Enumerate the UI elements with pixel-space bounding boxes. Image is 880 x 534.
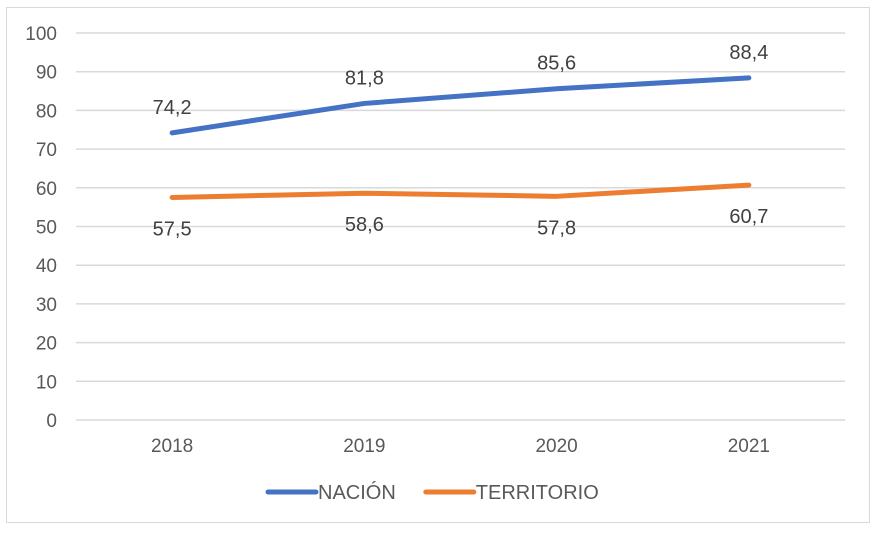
x-axis: 2018 2019 2020 2021	[151, 436, 770, 457]
legend: NACIÓN TERRITORIO	[265, 481, 599, 504]
y-tick-label: 90	[36, 63, 57, 84]
series-line-nación	[169, 75, 752, 136]
legend-label: NACIÓN	[318, 481, 396, 504]
y-tick-label: 50	[36, 218, 57, 239]
series-line-territorio	[169, 182, 752, 200]
data-label: 85,6	[537, 53, 576, 75]
data-label: 60,7	[729, 206, 768, 228]
data-label: 74,2	[153, 97, 192, 119]
y-tick-label: 0	[46, 411, 57, 432]
y-tick-label: 60	[36, 179, 57, 200]
y-tick-label: 20	[36, 334, 57, 355]
x-tick-label: 2020	[535, 436, 577, 457]
data-labels: 74,2 81,8 85,6 88,4 57,5 58,6 57,8 60,7	[153, 42, 769, 241]
legend-label: TERRITORIO	[476, 482, 599, 504]
y-tick-label: 30	[36, 295, 57, 316]
y-tick-label: 10	[36, 372, 57, 393]
x-tick-label: 2018	[151, 436, 193, 457]
y-tick-label: 40	[36, 256, 57, 277]
legend-item-nación: NACIÓN	[265, 481, 396, 504]
y-tick-label: 100	[25, 24, 57, 45]
legend-item-territorio: TERRITORIO	[423, 482, 599, 504]
y-axis: 0 10 20 30 40 50 60 70 80 90 100	[25, 24, 57, 432]
data-label: 81,8	[345, 67, 384, 89]
x-tick-label: 2019	[343, 436, 385, 457]
data-label: 57,8	[537, 217, 576, 239]
x-tick-label: 2021	[728, 436, 770, 457]
y-tick-label: 70	[36, 140, 57, 161]
data-label: 57,5	[153, 218, 192, 240]
data-label: 58,6	[345, 214, 384, 236]
y-tick-label: 80	[36, 101, 57, 122]
series-group	[169, 75, 752, 200]
data-label: 88,4	[729, 42, 768, 64]
